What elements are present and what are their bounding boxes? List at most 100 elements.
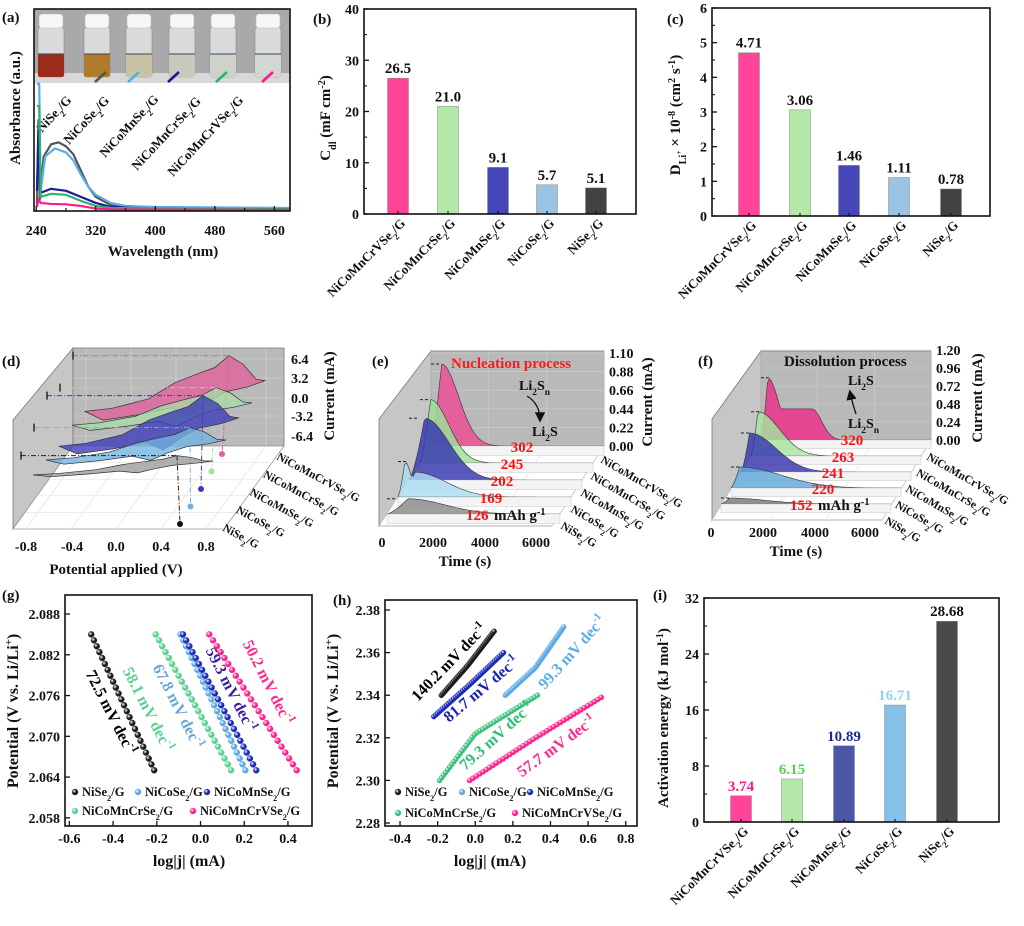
x-tick-label: 0.2 bbox=[504, 832, 522, 847]
reaction-arrow bbox=[526, 395, 546, 423]
x-tick-label: 400 bbox=[145, 224, 166, 239]
legend-label: NiSe2/G bbox=[82, 785, 125, 803]
data-point bbox=[230, 725, 238, 733]
reaction-arrow bbox=[846, 389, 857, 415]
y-tick-label: 0 bbox=[692, 816, 699, 831]
legend-marker bbox=[458, 788, 466, 796]
y-tick-label: 4 bbox=[700, 71, 707, 86]
bar-value-label: 5.7 bbox=[538, 168, 557, 184]
z-tick-label: 0.22 bbox=[609, 421, 634, 436]
legend-label: NiCoMnCrVSe2/G bbox=[200, 804, 300, 822]
data-point bbox=[224, 713, 231, 721]
x-tick-label: 0 bbox=[379, 536, 386, 551]
y-axis-label: Potential (V vs. Li/Li+) bbox=[3, 634, 22, 788]
capacity-unit-label: mAh g-1 bbox=[494, 507, 545, 525]
data-point bbox=[225, 660, 232, 668]
process-title: Dissolution process bbox=[784, 354, 907, 370]
series-depth-label: NiSe2/G bbox=[219, 522, 261, 554]
data-point bbox=[227, 767, 235, 774]
data-point bbox=[285, 755, 293, 762]
z-tick-label: -3.2 bbox=[291, 410, 313, 425]
data-point bbox=[289, 761, 297, 768]
panel-label-e: (e) bbox=[372, 354, 389, 370]
data-point bbox=[155, 637, 163, 644]
plot-frame bbox=[64, 594, 313, 827]
data-point bbox=[239, 761, 246, 768]
x-axis-label: Time (s) bbox=[770, 544, 823, 560]
legend-marker bbox=[394, 809, 402, 817]
z-tick-label: 1.20 bbox=[936, 344, 961, 359]
vial-liquid bbox=[169, 54, 195, 77]
series-baseline-strip bbox=[720, 503, 892, 514]
sample-label: NiCoMnCrVSe2/G bbox=[164, 93, 249, 182]
data-point bbox=[246, 755, 254, 762]
z-tick-label: 1.10 bbox=[609, 347, 634, 362]
category-label: NiCoMnCrVSe2/G bbox=[324, 216, 411, 303]
x-tick-label: 0.8 bbox=[197, 540, 215, 555]
bar bbox=[888, 177, 910, 217]
panel-label-f: (f) bbox=[698, 354, 713, 370]
panel-label-h: (h) bbox=[333, 593, 351, 609]
data-point bbox=[218, 749, 225, 756]
y-tick-label: 8 bbox=[692, 760, 699, 775]
panel-f: (f) 1.20 0.96 0.72 0.48 0.24 0.00 3202632412201… bbox=[698, 344, 1010, 560]
data-point bbox=[88, 631, 95, 638]
data-point bbox=[228, 737, 235, 744]
vial-cap bbox=[210, 13, 236, 29]
category-label: NiCoSe2/G bbox=[852, 824, 908, 880]
data-point bbox=[182, 684, 189, 691]
bar-value-label: 28.68 bbox=[930, 604, 964, 620]
data-point bbox=[96, 648, 103, 656]
data-point bbox=[240, 684, 247, 691]
y-axis-label: Cdl (mF cm-2) bbox=[317, 75, 339, 161]
data-point bbox=[282, 749, 289, 756]
plot-frame bbox=[33, 8, 291, 212]
series-baseline-strip bbox=[386, 513, 561, 524]
data-point bbox=[233, 749, 241, 756]
bar bbox=[730, 795, 752, 823]
peak-drop-line bbox=[211, 387, 217, 472]
vial bbox=[83, 13, 111, 78]
x-tick-label: -0.2 bbox=[427, 832, 449, 847]
bar-value-label: 10.89 bbox=[827, 729, 861, 745]
z-tick-label: 6.4 bbox=[291, 353, 309, 368]
data-point bbox=[208, 731, 215, 739]
z-tick-label: 0.00 bbox=[936, 434, 961, 449]
capacity-label: 302 bbox=[511, 440, 534, 456]
sample-color-marker bbox=[167, 71, 180, 83]
data-point bbox=[263, 719, 270, 727]
bar bbox=[936, 620, 958, 823]
x-tick-label: 560 bbox=[264, 224, 285, 239]
y-tick-label: 2.058 bbox=[29, 812, 61, 827]
process-title: Nucleation process bbox=[451, 356, 571, 372]
data-point bbox=[213, 643, 221, 650]
y-tick-label: 2.070 bbox=[29, 730, 61, 745]
x-tick-label: 2000 bbox=[419, 536, 447, 551]
vial-cap bbox=[169, 13, 195, 29]
data-point bbox=[202, 684, 210, 691]
category-label: NiCoMnCrVSe2/G bbox=[675, 218, 762, 305]
capacity-label: 220 bbox=[812, 482, 835, 498]
panel-i: (i)3.74NiCoMnCrVSe2/G6.15NiCoMnCrSe2/G10… bbox=[653, 588, 1000, 911]
sample-color-marker bbox=[261, 71, 274, 83]
data-point bbox=[134, 731, 141, 739]
y-tick-label: 0 bbox=[700, 210, 707, 225]
category-label: NiCoMnCrVSe2/G bbox=[667, 824, 754, 911]
z-tick-label: 0.24 bbox=[936, 416, 961, 431]
data-point bbox=[120, 702, 128, 709]
y-axis-label: Activation energy (kJ mol-1) bbox=[655, 628, 673, 808]
data-point bbox=[259, 713, 266, 721]
data-point bbox=[104, 666, 111, 674]
peak-marker bbox=[198, 486, 204, 492]
x-axis-label: Time (s) bbox=[439, 554, 492, 570]
y-tick-label: 2.34 bbox=[356, 689, 381, 704]
vial bbox=[209, 13, 237, 78]
vial-liquid bbox=[38, 54, 64, 77]
legend-marker bbox=[511, 809, 519, 817]
x-tick-label: 0.4 bbox=[279, 832, 297, 847]
series-baseline-strip bbox=[397, 496, 572, 507]
data-point bbox=[237, 737, 244, 744]
y-tick-label: 2.30 bbox=[356, 774, 381, 789]
z-tick-label: 0.88 bbox=[609, 366, 634, 381]
